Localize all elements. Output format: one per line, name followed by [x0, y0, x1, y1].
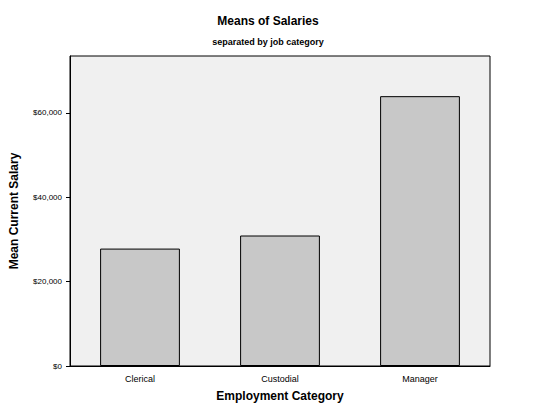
svg-text:Mean Current Salary: Mean Current Salary — [7, 152, 21, 269]
svg-text:Manager: Manager — [402, 374, 438, 384]
svg-text:Means of Salaries: Means of Salaries — [217, 14, 319, 28]
svg-text:Custodial: Custodial — [261, 374, 299, 384]
svg-text:separated by job category: separated by job category — [212, 37, 324, 47]
svg-text:Clerical: Clerical — [125, 374, 155, 384]
svg-text:$20,000: $20,000 — [33, 277, 62, 286]
svg-text:Employment Category: Employment Category — [216, 389, 344, 403]
svg-text:$0: $0 — [53, 362, 62, 371]
svg-text:$40,000: $40,000 — [33, 193, 62, 202]
svg-text:$60,000: $60,000 — [33, 108, 62, 117]
